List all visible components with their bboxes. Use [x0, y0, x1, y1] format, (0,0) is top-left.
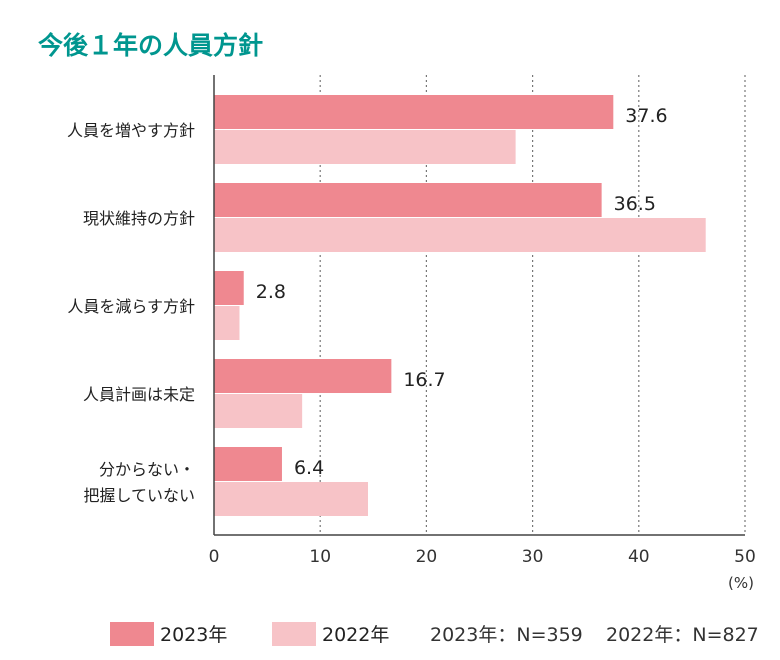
bar-2023 [214, 447, 282, 481]
category-label: 人員計画は未定 [83, 385, 195, 404]
legend-label: 2022年 [322, 624, 390, 646]
chart-title: 今後１年の人員方針 [38, 31, 264, 60]
bar-2023 [214, 359, 392, 393]
x-tick-label: 10 [309, 547, 331, 567]
bar-2023 [214, 271, 244, 305]
x-unit-label: (%) [728, 574, 754, 592]
x-tick-label: 40 [628, 547, 650, 567]
data-label: 37.6 [625, 105, 667, 127]
x-tick-label: 20 [416, 547, 438, 567]
bar-2022 [214, 306, 240, 340]
x-tick-label: 50 [734, 547, 756, 567]
legend-swatch-2023 [110, 621, 154, 646]
sample-size-2023: 2023年：N=359 [430, 624, 583, 646]
sample-size-2022: 2022年：N=827 [606, 624, 759, 646]
category-label: 人員を増やす方針 [67, 121, 195, 140]
bar-2022 [214, 218, 706, 252]
bar-2023 [214, 183, 602, 217]
data-label: 6.4 [294, 457, 324, 479]
data-label: 16.7 [403, 369, 445, 391]
x-tick-label: 0 [209, 547, 220, 567]
legend-label: 2023年 [160, 624, 228, 646]
bar-2022 [214, 482, 368, 516]
category-label: 分からない・ [99, 460, 195, 479]
legend-2022: 2022年 [272, 620, 389, 647]
x-tick-label: 30 [522, 547, 544, 567]
bar-2022 [214, 394, 303, 428]
category-label: 把握していない [83, 486, 195, 505]
data-label: 2.8 [256, 281, 286, 303]
bar-2022 [214, 130, 516, 164]
data-label: 36.5 [614, 193, 656, 215]
category-label: 人員を減らす方針 [67, 297, 195, 316]
category-label: 現状維持の方針 [83, 209, 195, 228]
bar-2023 [214, 95, 614, 129]
legend-2023: 2023年 [110, 620, 227, 647]
legend-swatch-2022 [272, 621, 316, 646]
